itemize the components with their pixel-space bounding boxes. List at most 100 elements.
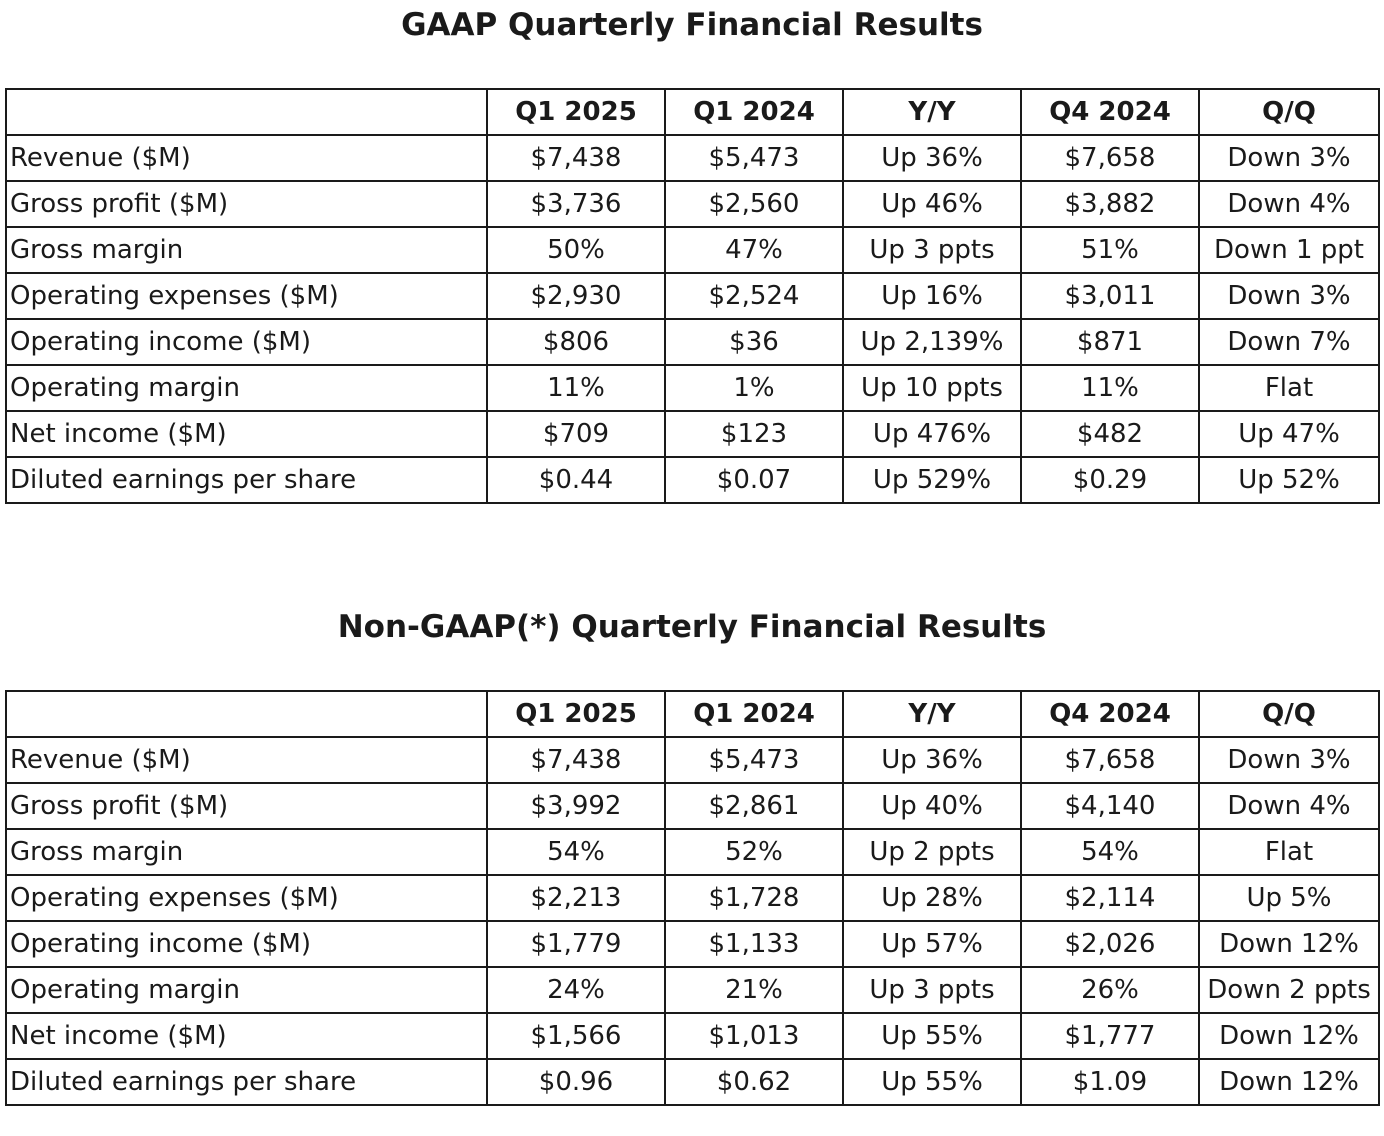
cell-yoy: Up 10 ppts <box>842 364 1022 412</box>
column-header-qoq: Q/Q <box>1198 690 1380 738</box>
column-header-qoq: Q/Q <box>1198 88 1380 136</box>
cell-q1-2024: $0.07 <box>664 456 844 504</box>
table-row: Operating expenses ($M) $2,930 $2,524 Up 16… <box>5 272 1380 320</box>
column-header-label <box>5 88 488 136</box>
nongaap-results-table: Q1 2025 Q1 2024 Y/Y Q4 2024 Q/Q Revenue ($M)… <box>5 690 1380 1106</box>
cell-q1-2024: $0.62 <box>664 1058 844 1106</box>
cell-yoy: Up 16% <box>842 272 1022 320</box>
cell-qoq: Down 2 ppts <box>1198 966 1380 1014</box>
cell-q1-2025: $806 <box>486 318 666 366</box>
cell-q4-2024: $1,777 <box>1020 1012 1200 1060</box>
cell-yoy: Up 2,139% <box>842 318 1022 366</box>
table-row: Operating expenses ($M) $2,213 $1,728 Up 28… <box>5 874 1380 922</box>
cell-q4-2024: $3,011 <box>1020 272 1200 320</box>
cell-qoq: Down 12% <box>1198 1012 1380 1060</box>
cell-q1-2024: $1,728 <box>664 874 844 922</box>
cell-yoy: Up 3 ppts <box>842 226 1022 274</box>
cell-qoq: Down 12% <box>1198 1058 1380 1106</box>
column-header-yoy: Y/Y <box>842 88 1022 136</box>
cell-qoq: Up 47% <box>1198 410 1380 458</box>
cell-q1-2025: $2,930 <box>486 272 666 320</box>
row-label: Operating expenses ($M) <box>5 272 488 320</box>
cell-q1-2025: $7,438 <box>486 134 666 182</box>
row-label: Diluted earnings per share <box>5 1058 488 1106</box>
cell-yoy: Up 28% <box>842 874 1022 922</box>
cell-q1-2025: 54% <box>486 828 666 876</box>
row-label: Gross profit ($M) <box>5 782 488 830</box>
table-row: Revenue ($M) $7,438 $5,473 Up 36% $7,658 Down… <box>5 736 1380 784</box>
cell-q4-2024: $7,658 <box>1020 736 1200 784</box>
column-header-q4-2024: Q4 2024 <box>1020 690 1200 738</box>
cell-q1-2025: $2,213 <box>486 874 666 922</box>
table-row: Operating income ($M) $1,779 $1,133 Up 57% $… <box>5 920 1380 968</box>
table-row: Diluted earnings per share $0.44 $0.07 Up 5… <box>5 456 1380 504</box>
column-header-q1-2025: Q1 2025 <box>486 88 666 136</box>
table-row: Operating margin 24% 21% Up 3 ppts 26% Down 2… <box>5 966 1380 1014</box>
cell-q4-2024: $2,114 <box>1020 874 1200 922</box>
cell-yoy: Up 55% <box>842 1058 1022 1106</box>
table-row: Gross margin 50% 47% Up 3 ppts 51% Down 1 ppt <box>5 226 1380 274</box>
cell-qoq: Down 4% <box>1198 782 1380 830</box>
cell-qoq: Flat <box>1198 828 1380 876</box>
cell-q1-2025: $709 <box>486 410 666 458</box>
cell-q1-2025: 24% <box>486 966 666 1014</box>
table-header-row: Q1 2025 Q1 2024 Y/Y Q4 2024 Q/Q <box>5 690 1380 738</box>
cell-q1-2025: 11% <box>486 364 666 412</box>
cell-q4-2024: $0.29 <box>1020 456 1200 504</box>
cell-q4-2024: $3,882 <box>1020 180 1200 228</box>
row-label: Operating income ($M) <box>5 920 488 968</box>
column-header-q1-2024: Q1 2024 <box>664 690 844 738</box>
cell-q4-2024: $1.09 <box>1020 1058 1200 1106</box>
cell-q4-2024: 11% <box>1020 364 1200 412</box>
cell-qoq: Down 4% <box>1198 180 1380 228</box>
cell-q1-2025: 50% <box>486 226 666 274</box>
cell-qoq: Down 1 ppt <box>1198 226 1380 274</box>
cell-yoy: Up 2 ppts <box>842 828 1022 876</box>
cell-yoy: Up 46% <box>842 180 1022 228</box>
gaap-results-title: GAAP Quarterly Financial Results <box>401 7 983 43</box>
cell-yoy: Up 57% <box>842 920 1022 968</box>
row-label: Diluted earnings per share <box>5 456 488 504</box>
cell-yoy: Up 36% <box>842 134 1022 182</box>
column-header-q4-2024: Q4 2024 <box>1020 88 1200 136</box>
cell-q1-2024: $123 <box>664 410 844 458</box>
cell-q1-2025: $1,566 <box>486 1012 666 1060</box>
cell-q4-2024: $7,658 <box>1020 134 1200 182</box>
cell-q4-2024: 54% <box>1020 828 1200 876</box>
cell-yoy: Up 36% <box>842 736 1022 784</box>
table-header-row: Q1 2025 Q1 2024 Y/Y Q4 2024 Q/Q <box>5 88 1380 136</box>
cell-yoy: Up 476% <box>842 410 1022 458</box>
cell-qoq: Down 7% <box>1198 318 1380 366</box>
row-label: Net income ($M) <box>5 410 488 458</box>
cell-q1-2025: $0.44 <box>486 456 666 504</box>
cell-q4-2024: 26% <box>1020 966 1200 1014</box>
cell-q1-2024: $1,133 <box>664 920 844 968</box>
cell-q4-2024: $4,140 <box>1020 782 1200 830</box>
cell-q1-2024: 1% <box>664 364 844 412</box>
table-row: Revenue ($M) $7,438 $5,473 Up 36% $7,658 Down… <box>5 134 1380 182</box>
column-header-q1-2025: Q1 2025 <box>486 690 666 738</box>
cell-q1-2025: $7,438 <box>486 736 666 784</box>
row-label: Operating expenses ($M) <box>5 874 488 922</box>
table-row: Operating margin 11% 1% Up 10 ppts 11% Flat <box>5 364 1380 412</box>
row-label: Gross profit ($M) <box>5 180 488 228</box>
row-label: Net income ($M) <box>5 1012 488 1060</box>
cell-yoy: Up 529% <box>842 456 1022 504</box>
cell-q1-2024: 47% <box>664 226 844 274</box>
cell-q4-2024: $482 <box>1020 410 1200 458</box>
cell-qoq: Flat <box>1198 364 1380 412</box>
cell-q1-2024: $5,473 <box>664 736 844 784</box>
row-label: Gross margin <box>5 226 488 274</box>
cell-q4-2024: 51% <box>1020 226 1200 274</box>
row-label: Operating income ($M) <box>5 318 488 366</box>
cell-q1-2024: $2,861 <box>664 782 844 830</box>
cell-qoq: Up 52% <box>1198 456 1380 504</box>
cell-q4-2024: $871 <box>1020 318 1200 366</box>
row-label: Operating margin <box>5 364 488 412</box>
cell-q1-2024: $2,524 <box>664 272 844 320</box>
table-row: Gross profit ($M) $3,736 $2,560 Up 46% $3,88… <box>5 180 1380 228</box>
cell-qoq: Down 3% <box>1198 736 1380 784</box>
gaap-results-table: Q1 2025 Q1 2024 Y/Y Q4 2024 Q/Q Revenue ($M)… <box>5 88 1380 504</box>
cell-q1-2024: $1,013 <box>664 1012 844 1060</box>
cell-qoq: Down 12% <box>1198 920 1380 968</box>
